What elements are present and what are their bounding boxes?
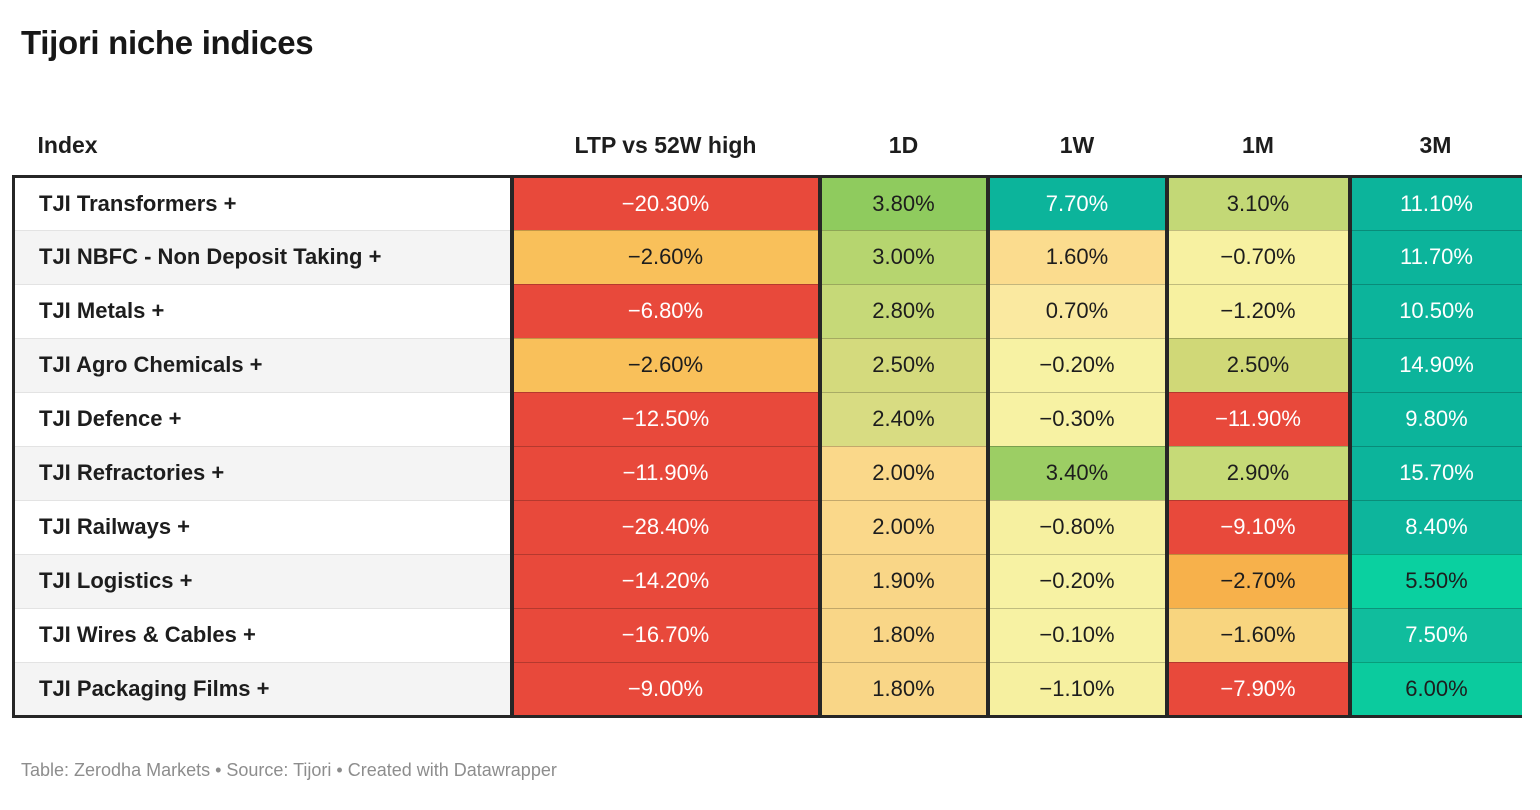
value-cell: 3.10% bbox=[1164, 174, 1350, 231]
value-cell: 1.60% bbox=[985, 230, 1167, 285]
value-cell: 2.40% bbox=[817, 392, 988, 447]
value-cell: 1.90% bbox=[817, 554, 988, 609]
table-row: TJI Railways + −28.40% 2.00% −0.80% −9.10% 8.… bbox=[12, 500, 1522, 555]
index-name: TJI Metals + bbox=[12, 284, 512, 339]
value-cell: −0.70% bbox=[1164, 230, 1350, 285]
value-cell: 1.80% bbox=[817, 608, 988, 663]
value-cell: −11.90% bbox=[1164, 392, 1350, 447]
value-cell: −0.20% bbox=[985, 554, 1167, 609]
value-cell: 2.50% bbox=[1164, 338, 1350, 393]
table-row: TJI Logistics + −14.20% 1.90% −0.20% −2.70% 5… bbox=[12, 554, 1522, 609]
index-name: TJI NBFC - Non Deposit Taking + bbox=[12, 230, 512, 285]
value-cell: −1.60% bbox=[1164, 608, 1350, 663]
value-cell: 11.70% bbox=[1347, 230, 1522, 285]
value-cell: −9.00% bbox=[509, 662, 820, 718]
index-name: TJI Wires & Cables + bbox=[12, 608, 512, 663]
table-row: TJI Packaging Films + −9.00% 1.80% −1.10% −7… bbox=[12, 662, 1522, 718]
value-cell: 14.90% bbox=[1347, 338, 1522, 393]
value-cell: 2.50% bbox=[817, 338, 988, 393]
table-row: TJI Transformers + −20.30% 3.80% 7.70% 3.10%… bbox=[12, 174, 1522, 231]
table-row: TJI Defence + −12.50% 2.40% −0.30% −11.90% 9.… bbox=[12, 392, 1522, 447]
value-cell: 7.70% bbox=[985, 174, 1167, 231]
value-cell: −0.20% bbox=[985, 338, 1167, 393]
index-name: TJI Logistics + bbox=[12, 554, 512, 609]
table-row: TJI Wires & Cables + −16.70% 1.80% −0.10% −1… bbox=[12, 608, 1522, 663]
column-header-1m: 1M bbox=[1242, 131, 1274, 158]
value-cell: −12.50% bbox=[509, 392, 820, 447]
column-header-1w: 1W bbox=[1059, 131, 1095, 158]
table-row: TJI Agro Chemicals + −2.60% 2.50% −0.20% 2.5… bbox=[12, 338, 1522, 393]
value-cell: 2.00% bbox=[817, 500, 988, 555]
column-header-index: Index bbox=[37, 131, 98, 158]
indices-heatmap-table: Index LTP vs 52W high 1D 1W 1M 3M TJI Transfo… bbox=[12, 106, 1522, 718]
attribution-text: Table: Zerodha Markets • Source: Tijori … bbox=[21, 759, 557, 780]
value-cell: −0.10% bbox=[985, 608, 1167, 663]
value-cell: 2.90% bbox=[1164, 446, 1350, 501]
column-header-1d: 1D bbox=[888, 131, 919, 158]
index-name: TJI Defence + bbox=[12, 392, 512, 447]
column-header-3m: 3M bbox=[1419, 131, 1452, 158]
value-cell: 2.00% bbox=[817, 446, 988, 501]
column-header-ltp-vs-52w-high: LTP vs 52W high bbox=[574, 131, 757, 158]
value-cell: −14.20% bbox=[509, 554, 820, 609]
index-name: TJI Railways + bbox=[12, 500, 512, 555]
value-cell: −9.10% bbox=[1164, 500, 1350, 555]
value-cell: −16.70% bbox=[509, 608, 820, 663]
value-cell: −2.60% bbox=[509, 338, 820, 393]
value-cell: 10.50% bbox=[1347, 284, 1522, 339]
table-body: TJI Transformers + −20.30% 3.80% 7.70% 3.10%… bbox=[12, 174, 1522, 718]
value-cell: 15.70% bbox=[1347, 446, 1522, 501]
value-cell: 7.50% bbox=[1347, 608, 1522, 663]
value-cell: 3.40% bbox=[985, 446, 1167, 501]
value-cell: −2.70% bbox=[1164, 554, 1350, 609]
value-cell: 3.00% bbox=[817, 230, 988, 285]
value-cell: 0.70% bbox=[985, 284, 1167, 339]
table-row: TJI Refractories + −11.90% 2.00% 3.40% 2.90%… bbox=[12, 446, 1522, 501]
header-row: Index LTP vs 52W high 1D 1W 1M 3M bbox=[14, 106, 1522, 176]
value-cell: 11.10% bbox=[1347, 174, 1522, 231]
value-cell: 1.80% bbox=[817, 662, 988, 718]
index-name: TJI Packaging Films + bbox=[12, 662, 512, 718]
value-cell: 2.80% bbox=[817, 284, 988, 339]
index-name: TJI Transformers + bbox=[12, 174, 512, 231]
table-row: TJI Metals + −6.80% 2.80% 0.70% −1.20% 10.50% bbox=[12, 284, 1522, 339]
value-cell: −0.80% bbox=[985, 500, 1167, 555]
value-cell: −0.30% bbox=[985, 392, 1167, 447]
value-cell: −1.20% bbox=[1164, 284, 1350, 339]
value-cell: 6.00% bbox=[1347, 662, 1522, 718]
table-row: TJI NBFC - Non Deposit Taking + −2.60% 3.0… bbox=[12, 230, 1522, 285]
index-name: TJI Refractories + bbox=[12, 446, 512, 501]
value-cell: 3.80% bbox=[817, 174, 988, 231]
value-cell: −1.10% bbox=[985, 662, 1167, 718]
value-cell: −6.80% bbox=[509, 284, 820, 339]
value-cell: −28.40% bbox=[509, 500, 820, 555]
value-cell: 5.50% bbox=[1347, 554, 1522, 609]
value-cell: 9.80% bbox=[1347, 392, 1522, 447]
value-cell: −7.90% bbox=[1164, 662, 1350, 718]
index-name: TJI Agro Chemicals + bbox=[12, 338, 512, 393]
value-cell: −2.60% bbox=[509, 230, 820, 285]
page-title: Tijori niche indices bbox=[21, 24, 314, 61]
value-cell: −11.90% bbox=[509, 446, 820, 501]
value-cell: −20.30% bbox=[509, 174, 820, 231]
value-cell: 8.40% bbox=[1347, 500, 1522, 555]
